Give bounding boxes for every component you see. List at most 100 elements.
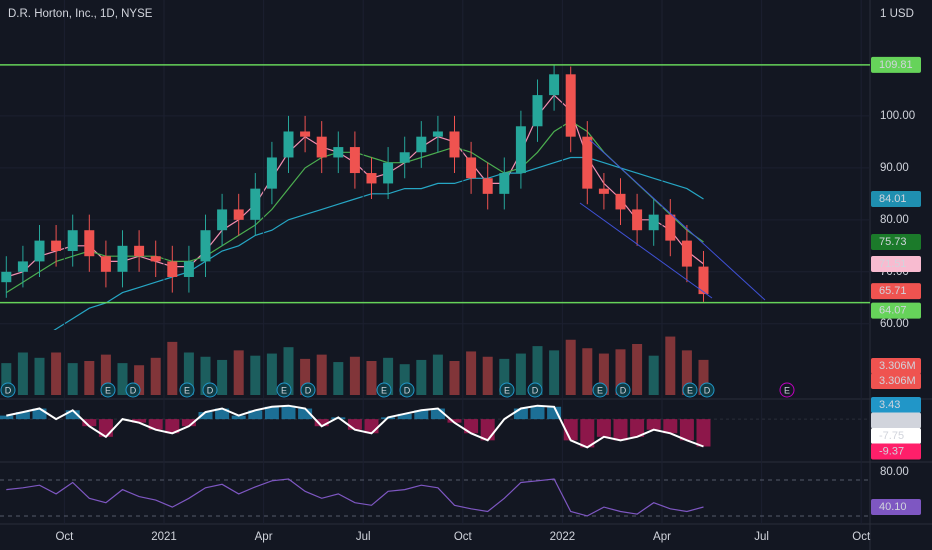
volume-bar [100, 354, 111, 395]
volume-bar [300, 358, 311, 395]
volume-bar [582, 348, 593, 395]
volume-bar [698, 359, 709, 395]
event-marker-label: D [130, 385, 137, 395]
oscillator-bar [646, 419, 661, 430]
event-marker-label: D [5, 385, 12, 395]
price-label-bg [871, 283, 921, 300]
candle-body [615, 193, 626, 210]
event-marker-bg [499, 382, 515, 398]
event-marker: E [779, 382, 795, 398]
event-marker: E [100, 382, 116, 398]
event-marker-label: E [105, 385, 111, 395]
event-marker-bg [682, 382, 698, 398]
candle-body [515, 126, 526, 174]
x-tick-label: Oct [454, 531, 473, 543]
event-marker: D [0, 382, 16, 398]
candle-body [67, 230, 78, 252]
event-marker: E [376, 382, 392, 398]
volume-bar [17, 352, 28, 395]
volume-bar [1, 363, 12, 395]
volume-bar [416, 359, 427, 395]
oscillator-bar [414, 410, 429, 420]
oscillator-bar [364, 419, 379, 434]
event-marker-label: E [597, 385, 603, 395]
price-label: 3.306M [879, 360, 916, 372]
oscillator-bar [580, 419, 595, 448]
candle-body [266, 157, 277, 189]
event-marker-label: E [504, 385, 510, 395]
volume-bar [399, 364, 410, 395]
volume-bar [117, 363, 128, 395]
price-label: -6.80 [879, 414, 904, 426]
candle-body [300, 131, 311, 137]
oscillator-bar [132, 419, 147, 423]
candle-body [183, 261, 194, 277]
candle-body [416, 136, 427, 153]
volume-bar [366, 361, 377, 395]
volume-bar [183, 352, 194, 395]
event-marker-bg [100, 382, 116, 398]
event-marker: D [527, 382, 543, 398]
y-tick-label: 100.00 [880, 110, 915, 122]
candle-body [84, 230, 95, 257]
oscillator-bar [696, 419, 711, 447]
price-label: 40.10 [879, 501, 907, 513]
event-marker-bg [779, 382, 795, 398]
volume-bar [67, 363, 78, 395]
volume-bar [233, 350, 244, 395]
event-marker: E [179, 382, 195, 398]
volume-bar [383, 357, 394, 395]
oscillator-bar [397, 413, 412, 420]
event-marker-label: D [620, 385, 627, 395]
event-marker: D [125, 382, 141, 398]
x-tick-label: Oct [55, 531, 74, 543]
candle-body [333, 147, 344, 158]
oscillator-bar [15, 412, 30, 420]
candle-body [549, 74, 560, 96]
event-marker-label: D [305, 385, 312, 395]
event-marker: D [699, 382, 715, 398]
event-marker-bg [300, 382, 316, 398]
oscillator-bar [165, 419, 180, 434]
candle-body [117, 245, 128, 272]
price-label-bg [871, 373, 921, 389]
candle-body [632, 209, 643, 231]
candle-body [51, 240, 62, 252]
price-label: 109.81 [879, 59, 913, 71]
price-label: 65.71 [879, 285, 907, 297]
price-label-bg [871, 190, 921, 207]
oscillator-bar [679, 419, 694, 441]
event-marker: E [499, 382, 515, 398]
price-label-bg [871, 397, 921, 413]
oscillator-bar [264, 406, 279, 420]
candle-body [532, 95, 543, 127]
volume-bar [598, 353, 609, 395]
candle-body [366, 173, 377, 184]
x-tick-label: Apr [255, 531, 273, 543]
price-label-bg [871, 443, 921, 460]
volume-bar [134, 365, 145, 395]
candle-body [34, 240, 45, 262]
price-label: 64.07 [879, 305, 907, 317]
candle-body [681, 240, 692, 267]
oscillator-bar [198, 412, 213, 420]
price-label: 84.01 [879, 193, 907, 205]
price-label: 71.51 [879, 258, 907, 270]
event-marker: D [615, 382, 631, 398]
event-marker-bg [125, 382, 141, 398]
price-label-bg [871, 499, 921, 516]
oscillator-bar [530, 405, 545, 420]
volume-bar [466, 351, 477, 395]
volume-bar [681, 350, 692, 395]
volume-bar [499, 358, 510, 395]
x-tick-label: Oct [852, 531, 871, 543]
candle-body [565, 74, 576, 137]
event-marker-label: E [281, 385, 287, 395]
volume-bar [266, 353, 277, 395]
price-label: 3.306M [879, 375, 916, 387]
volume-bar [549, 350, 560, 395]
oscillator-bar [231, 415, 246, 420]
oscillator-bar [32, 408, 47, 420]
price-label-bg [871, 234, 921, 251]
